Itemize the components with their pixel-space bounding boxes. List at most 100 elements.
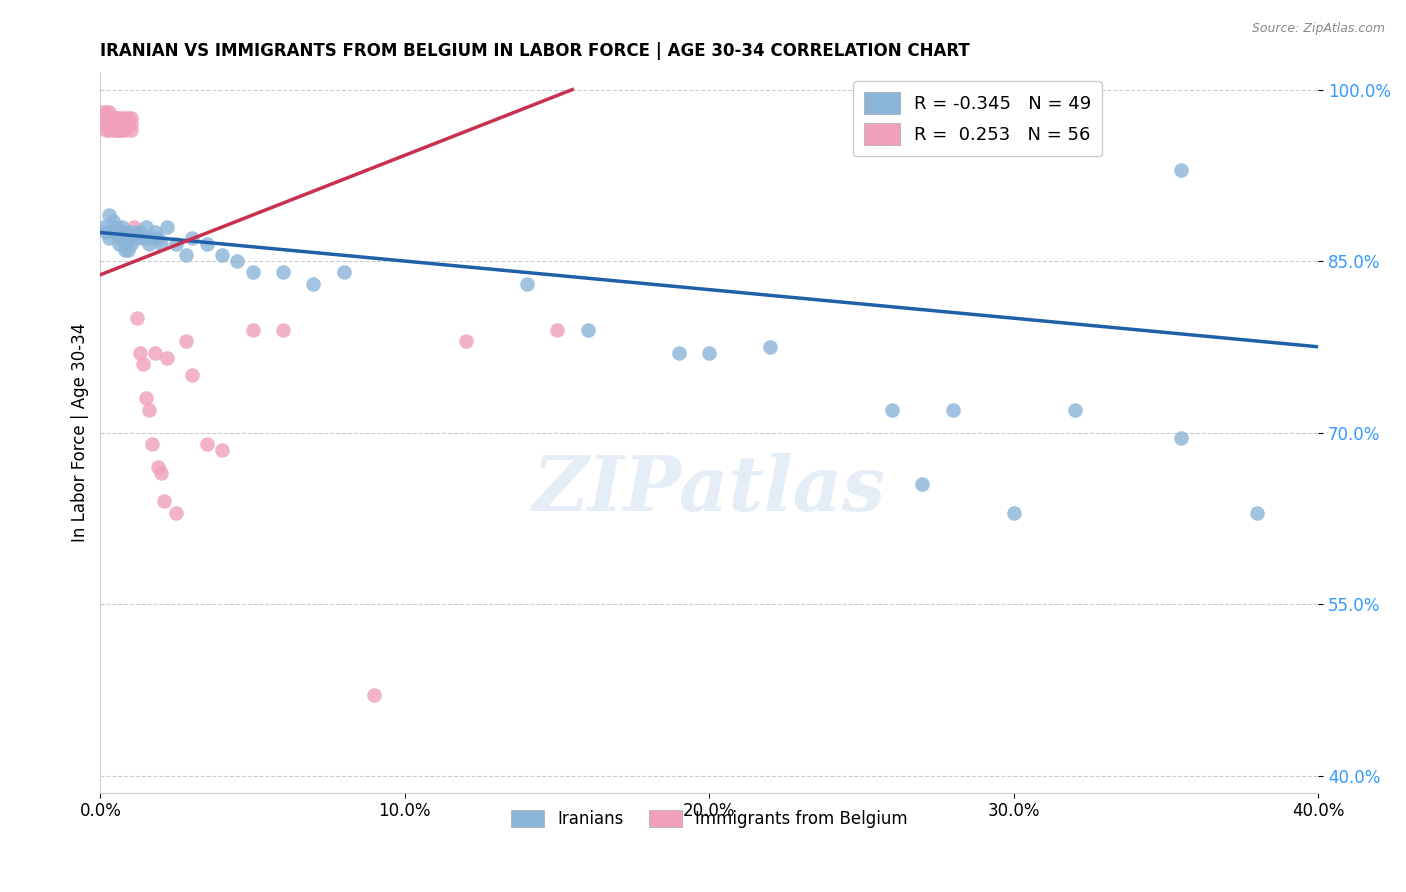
Point	[226, 254, 249, 268]
Point	[96, 111, 118, 125]
Point	[120, 111, 142, 125]
Point	[138, 236, 160, 251]
Point	[174, 248, 197, 262]
Point	[1002, 506, 1025, 520]
Point	[104, 122, 127, 136]
Point	[1063, 402, 1085, 417]
Point	[114, 231, 136, 245]
Point	[242, 323, 264, 337]
Point	[180, 231, 202, 245]
Point	[132, 231, 155, 245]
Point	[93, 111, 115, 125]
Point	[143, 345, 166, 359]
Point	[271, 265, 294, 279]
Point	[98, 117, 121, 131]
Point	[697, 345, 720, 359]
Point	[333, 265, 356, 279]
Point	[114, 117, 136, 131]
Point	[271, 323, 294, 337]
Point	[180, 368, 202, 383]
Point	[117, 243, 139, 257]
Point	[107, 117, 129, 131]
Point	[942, 402, 965, 417]
Point	[135, 391, 157, 405]
Text: Source: ZipAtlas.com: Source: ZipAtlas.com	[1251, 22, 1385, 36]
Point	[117, 226, 139, 240]
Text: IRANIAN VS IMMIGRANTS FROM BELGIUM IN LABOR FORCE | AGE 30-34 CORRELATION CHART: IRANIAN VS IMMIGRANTS FROM BELGIUM IN LA…	[100, 42, 970, 60]
Point	[111, 219, 134, 234]
Point	[125, 231, 148, 245]
Point	[1170, 162, 1192, 177]
Y-axis label: In Labor Force | Age 30-34: In Labor Force | Age 30-34	[72, 323, 89, 542]
Point	[120, 231, 142, 245]
Point	[135, 219, 157, 234]
Point	[104, 117, 127, 131]
Point	[174, 334, 197, 348]
Point	[516, 277, 538, 291]
Point	[120, 122, 142, 136]
Point	[576, 323, 599, 337]
Point	[98, 105, 121, 120]
Point	[98, 122, 121, 136]
Text: ZIPatlas: ZIPatlas	[533, 453, 886, 527]
Point	[195, 236, 218, 251]
Point	[911, 477, 934, 491]
Point	[132, 357, 155, 371]
Point	[111, 117, 134, 131]
Legend: Iranians, Immigrants from Belgium: Iranians, Immigrants from Belgium	[503, 803, 915, 835]
Point	[454, 334, 477, 348]
Point	[104, 111, 127, 125]
Point	[122, 219, 145, 234]
Point	[141, 231, 163, 245]
Point	[96, 105, 118, 120]
Point	[96, 117, 118, 131]
Point	[148, 231, 170, 245]
Point	[107, 231, 129, 245]
Point	[141, 437, 163, 451]
Point	[107, 236, 129, 251]
Point	[153, 494, 176, 508]
Point	[1170, 431, 1192, 445]
Point	[150, 466, 173, 480]
Point	[111, 111, 134, 125]
Point	[107, 122, 129, 136]
Point	[104, 226, 127, 240]
Point	[111, 122, 134, 136]
Point	[93, 117, 115, 131]
Point	[880, 402, 903, 417]
Point	[120, 117, 142, 131]
Point	[129, 345, 152, 359]
Point	[120, 236, 142, 251]
Point	[150, 236, 173, 251]
Point	[363, 689, 385, 703]
Point	[117, 117, 139, 131]
Point	[211, 248, 233, 262]
Point	[195, 437, 218, 451]
Point	[166, 506, 188, 520]
Point	[759, 340, 782, 354]
Point	[302, 277, 325, 291]
Point	[98, 117, 121, 131]
Point	[156, 219, 179, 234]
Point	[166, 236, 188, 251]
Point	[98, 208, 121, 222]
Point	[98, 111, 121, 125]
Point	[107, 122, 129, 136]
Point	[107, 111, 129, 125]
Point	[104, 219, 127, 234]
Point	[129, 226, 152, 240]
Point	[96, 122, 118, 136]
Point	[117, 111, 139, 125]
Point	[96, 226, 118, 240]
Point	[114, 111, 136, 125]
Point	[93, 105, 115, 120]
Point	[101, 111, 124, 125]
Point	[104, 111, 127, 125]
Point	[143, 226, 166, 240]
Point	[111, 226, 134, 240]
Point	[138, 402, 160, 417]
Point	[546, 323, 568, 337]
Point	[125, 311, 148, 326]
Point	[98, 231, 121, 245]
Point	[156, 351, 179, 366]
